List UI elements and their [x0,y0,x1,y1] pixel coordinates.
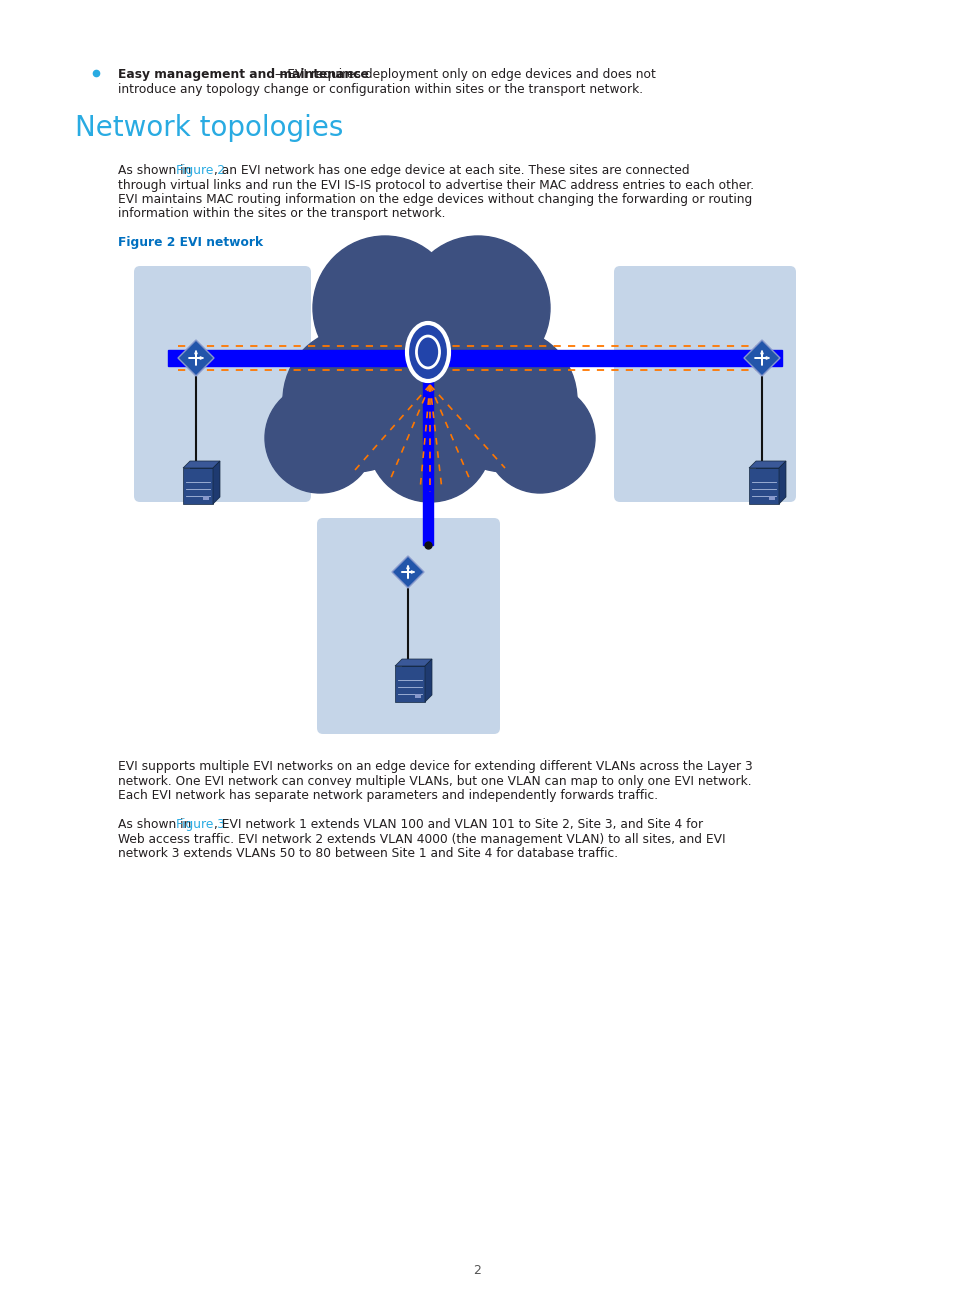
FancyBboxPatch shape [614,266,795,502]
FancyArrow shape [754,356,769,359]
Text: As shown in: As shown in [118,165,195,178]
Bar [168,350,781,365]
Text: EVI maintains MAC routing information on the edge devices without changing the f: EVI maintains MAC routing information on… [118,193,752,206]
Text: , EVI network 1 extends VLAN 100 and VLAN 101 to Site 2, Site 3, and Site 4 for: , EVI network 1 extends VLAN 100 and VLA… [214,818,702,831]
Bar [755,461,785,496]
FancyArrow shape [760,350,762,365]
Circle shape [406,236,550,380]
Text: , an EVI network has one edge device at each site. These sites are connected: , an EVI network has one edge device at … [214,165,689,178]
Text: network 3 extends VLANs 50 to 80 between Site 1 and Site 4 for database traffic.: network 3 extends VLANs 50 to 80 between… [118,848,618,861]
Polygon shape [395,658,432,666]
Polygon shape [779,461,785,504]
Text: Easy management and maintenance: Easy management and maintenance [118,67,369,80]
Bar [422,382,433,546]
Text: —EVI requires deployment only on edge devices and does not: —EVI requires deployment only on edge de… [274,67,655,80]
Text: network. One EVI network can convey multiple VLANs, but one VLAN can map to only: network. One EVI network can convey mult… [118,775,751,788]
Text: Figure 3: Figure 3 [175,818,225,831]
Circle shape [332,262,527,457]
Text: Figure 2 EVI network: Figure 2 EVI network [118,236,263,249]
FancyArrow shape [406,565,409,579]
FancyArrow shape [194,350,197,365]
Polygon shape [748,461,785,468]
Circle shape [283,328,427,472]
Circle shape [484,384,595,492]
Polygon shape [424,658,432,702]
Polygon shape [178,340,213,376]
Bar [183,468,213,504]
Text: information within the sites or the transport network.: information within the sites or the tran… [118,207,445,220]
FancyArrow shape [189,356,203,359]
Text: Web access traffic. EVI network 2 extends VLAN 4000 (the management VLAN) to all: Web access traffic. EVI network 2 extend… [118,832,725,845]
Text: 2: 2 [473,1264,480,1277]
Circle shape [433,328,577,472]
FancyBboxPatch shape [133,266,311,502]
Text: Network topologies: Network topologies [75,114,343,143]
FancyArrow shape [401,570,415,573]
Polygon shape [743,340,780,376]
Bar [415,693,420,699]
Polygon shape [213,461,220,504]
Bar [748,468,779,504]
FancyBboxPatch shape [316,518,499,734]
Text: through virtual links and run the EVI IS-IS protocol to advertise their MAC addr: through virtual links and run the EVI IS… [118,179,753,192]
Bar [768,496,774,500]
Circle shape [313,236,456,380]
Polygon shape [183,461,220,468]
Text: Figure 2: Figure 2 [175,165,225,178]
Circle shape [368,378,492,502]
Bar [401,658,432,695]
Text: Each EVI network has separate network parameters and independently forwards traf: Each EVI network has separate network pa… [118,789,658,802]
Bar [203,496,209,500]
Bar [395,666,424,702]
Polygon shape [392,556,423,588]
Circle shape [265,384,375,492]
Ellipse shape [405,321,451,384]
Text: EVI supports multiple EVI networks on an edge device for extending different VLA: EVI supports multiple EVI networks on an… [118,759,752,772]
Bar [190,461,220,496]
Text: introduce any topology change or configuration within sites or the transport net: introduce any topology change or configu… [118,83,642,96]
Text: As shown in: As shown in [118,818,195,831]
